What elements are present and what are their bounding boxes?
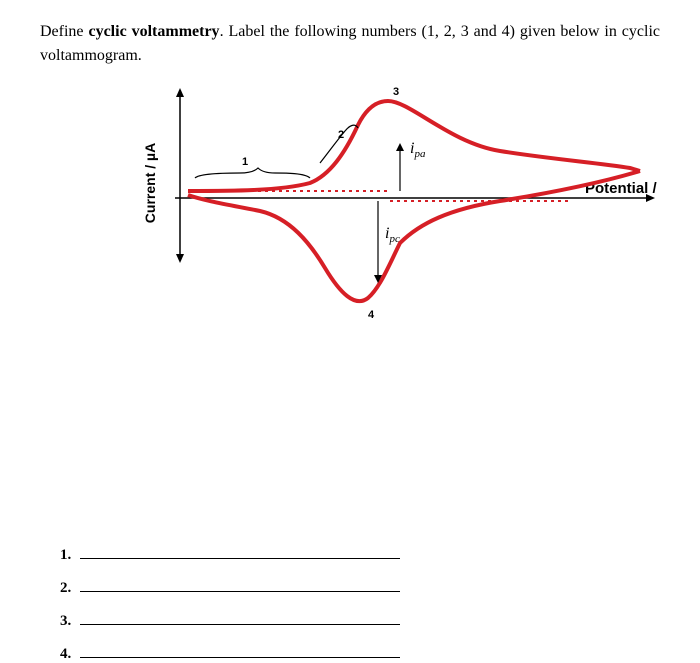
- y-axis-arrow-down: [176, 254, 184, 263]
- question-text: Define cyclic voltammetry. Label the fol…: [40, 20, 660, 68]
- answer-line-2: 2.: [60, 576, 660, 597]
- answer-blank-3[interactable]: [80, 609, 400, 625]
- answer-blank-2[interactable]: [80, 576, 400, 592]
- question-bold1: cyclic voltammetry: [88, 23, 219, 40]
- answer-blank-4[interactable]: [80, 642, 400, 658]
- y-axis-arrow-up: [176, 88, 184, 97]
- label-ipc: ipc: [385, 225, 400, 245]
- answer-section: 1. 2. 3. 4.: [60, 543, 660, 663]
- answer-number-1: 1.: [60, 547, 76, 564]
- label-4: 4: [368, 309, 375, 321]
- label-ipa: ipa: [410, 140, 426, 160]
- bracket-1: [195, 168, 310, 178]
- answer-number-4: 4.: [60, 646, 76, 663]
- answer-number-3: 3.: [60, 613, 76, 630]
- answer-line-3: 3.: [60, 609, 660, 630]
- answer-line-1: 1.: [60, 543, 660, 564]
- voltammogram-chart: Current / µA Potential / V 1 2 3 4 ipa i…: [100, 83, 660, 363]
- y-axis-label: Current / µA: [142, 143, 158, 223]
- answer-line-4: 4.: [60, 642, 660, 663]
- label-2: 2: [338, 129, 344, 141]
- answer-number-2: 2.: [60, 580, 76, 597]
- answer-blank-1[interactable]: [80, 543, 400, 559]
- label-3: 3: [393, 86, 399, 98]
- question-part1: Define: [40, 23, 88, 40]
- label-1: 1: [242, 156, 248, 168]
- ipa-arrow-head: [396, 143, 404, 151]
